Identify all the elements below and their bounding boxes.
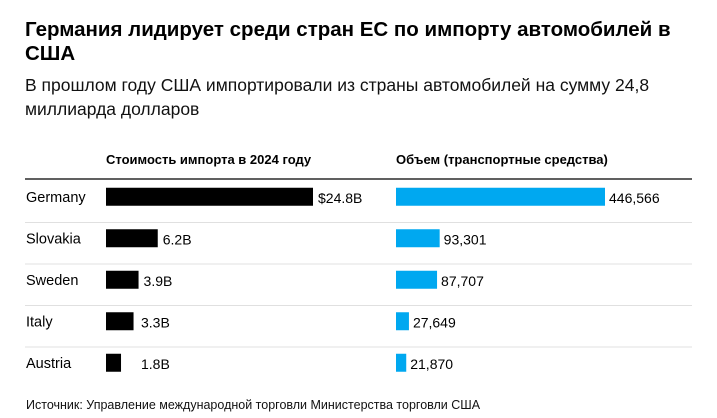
series-header-volume: Объем (транспортные средства) (396, 152, 608, 167)
value-bar (106, 353, 122, 372)
volume-bar (396, 312, 409, 331)
value-bar-label: 6.2B (163, 231, 192, 247)
category-label: Sweden (26, 273, 78, 289)
value-bar-label: 3.3B (141, 314, 170, 330)
value-bar-label: 3.9B (144, 273, 173, 289)
volume-bar-label: 21,870 (410, 356, 453, 372)
value-bar (106, 187, 313, 206)
category-label: Austria (26, 356, 72, 372)
chart-subtitle: В прошлом году США импортировали из стра… (25, 75, 650, 119)
volume-bar-label: 446,566 (609, 190, 660, 206)
category-label: Italy (26, 314, 53, 330)
source-note: Источник: Управление международной торго… (26, 398, 481, 412)
series-header-value: Стоимость импорта в 2024 году (106, 152, 312, 167)
value-bar (106, 229, 158, 248)
value-bar-label: $24.8B (318, 190, 362, 206)
category-label: Germany (26, 190, 86, 206)
value-bar (106, 312, 134, 331)
volume-bar (396, 353, 407, 372)
chart-title: Германия лидирует среди стран ЕС по импо… (25, 18, 671, 65)
value-bar-label: 1.8B (141, 356, 170, 372)
volume-bar-label: 93,301 (444, 231, 487, 247)
volume-bar-label: 87,707 (441, 273, 484, 289)
volume-bar (396, 187, 605, 206)
value-bar (106, 270, 139, 289)
category-label: Slovakia (26, 231, 82, 247)
volume-bar-label: 27,649 (413, 314, 456, 330)
chart-rows: Germany $24.8B 446,566 Slovakia 6.2B 93,301 Sw… (25, 187, 692, 372)
volume-bar (396, 270, 438, 289)
volume-bar (396, 229, 440, 248)
